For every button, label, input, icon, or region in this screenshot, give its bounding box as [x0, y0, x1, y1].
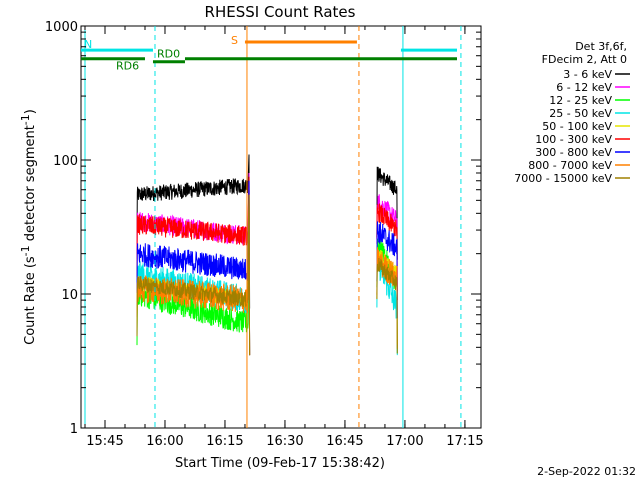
x-tick-label-4: 16:45: [326, 434, 363, 449]
y-tick-label-0: 1: [70, 422, 78, 437]
series-8-segment-0: [136, 194, 251, 356]
y-axis-label-tail: detector segment: [23, 125, 38, 245]
legend-label-1: 6 - 12 keV: [556, 81, 612, 94]
legend-header-2: FDecim 2, Att 0: [542, 53, 627, 66]
chart-title: RHESSI Count Rates: [205, 3, 356, 21]
plot-area: N RD0 RD6 S: [81, 26, 462, 428]
series-5-segment-1: [376, 203, 398, 301]
series-0-segment-1: [376, 166, 398, 260]
flag-label-rd6: RD6: [116, 60, 139, 73]
y-tick-label-1: 10: [61, 288, 78, 303]
y-axis-label-sup: -1: [19, 245, 32, 256]
x-tick-label-5: 17:00: [386, 434, 423, 449]
series-2-segment-0: [136, 189, 251, 356]
series-0: [136, 154, 398, 309]
legend-label-2: 12 - 25 keV: [549, 94, 612, 107]
legend-label-0: 3 - 6 keV: [563, 68, 612, 81]
series-8-segment-1: [376, 257, 398, 354]
legend-label-8: 7000 - 15000 keV: [514, 172, 612, 185]
x-tick-label-3: 16:30: [266, 434, 303, 449]
timestamp: 2-Sep-2022 01:32: [537, 465, 636, 478]
y-tick-label-2: 100: [53, 154, 78, 169]
y-axis-label-close: ): [23, 109, 38, 114]
y-axis-label-main: Count Rate (s: [23, 256, 38, 345]
legend-header-1: Det 3f,6f,: [575, 40, 627, 53]
series-2: [136, 189, 398, 356]
series-5-segment-0: [136, 176, 251, 356]
y-axis-label: Count Rate (s-1 detector segment-1): [19, 109, 38, 345]
y-axis-label-sup2: -1: [19, 114, 32, 125]
series-6-segment-0: [136, 180, 251, 356]
legend-label-7: 800 - 7000 keV: [528, 159, 612, 172]
x-tick-label-6: 17:15: [446, 434, 483, 449]
y-axis: 1 10 100 1000: [45, 20, 481, 437]
x-tick-label-1: 16:00: [146, 434, 183, 449]
x-axis-label: Start Time (09-Feb-17 15:38:42): [175, 456, 385, 471]
legend-label-6: 300 - 800 keV: [535, 146, 612, 159]
series-3-segment-1: [376, 248, 398, 356]
series-6: [136, 180, 398, 356]
series-4: [136, 189, 398, 356]
plot-frame: [80, 25, 482, 429]
flag-label-n: N: [84, 38, 92, 51]
series-8: [136, 194, 398, 356]
y-tick-label-3: 1000: [45, 20, 78, 35]
series-5: [136, 176, 398, 356]
legend-label-3: 25 - 50 keV: [549, 107, 612, 120]
flag-label-s: S: [231, 34, 238, 47]
series-0-segment-0: [136, 154, 251, 309]
legend-label-5: 100 - 300 keV: [535, 133, 612, 146]
flag-label-rd0: RD0: [157, 48, 180, 61]
legend-label-4: 50 - 100 keV: [542, 120, 612, 133]
x-tick-label-0: 15:45: [86, 434, 123, 449]
series-6-segment-1: [376, 221, 398, 319]
x-axis: 15:45 16:00 16:15 16:30 16:45 17:00 17:15: [84, 26, 484, 449]
x-tick-label-2: 16:15: [206, 434, 243, 449]
